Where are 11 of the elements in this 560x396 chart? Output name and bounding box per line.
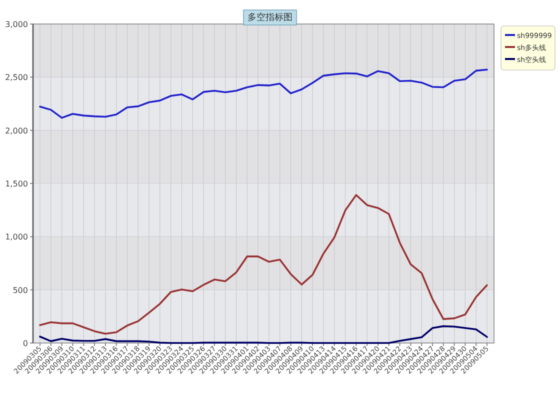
y-tick-label: 1,000 (5, 232, 28, 242)
line-series (39, 194, 488, 335)
y-tick-label: 1,500 (5, 180, 28, 188)
y-tick-label: 0 (22, 339, 28, 348)
y-tick-label: 2,500 (5, 73, 28, 82)
y-tick-label: 500 (12, 286, 28, 295)
y-tick-label: 3,000 (5, 20, 28, 29)
line-series (39, 325, 488, 344)
y-tick-label: 2,000 (5, 126, 28, 136)
line-series (39, 68, 488, 119)
chart-title: 多空指标图 (248, 12, 292, 23)
